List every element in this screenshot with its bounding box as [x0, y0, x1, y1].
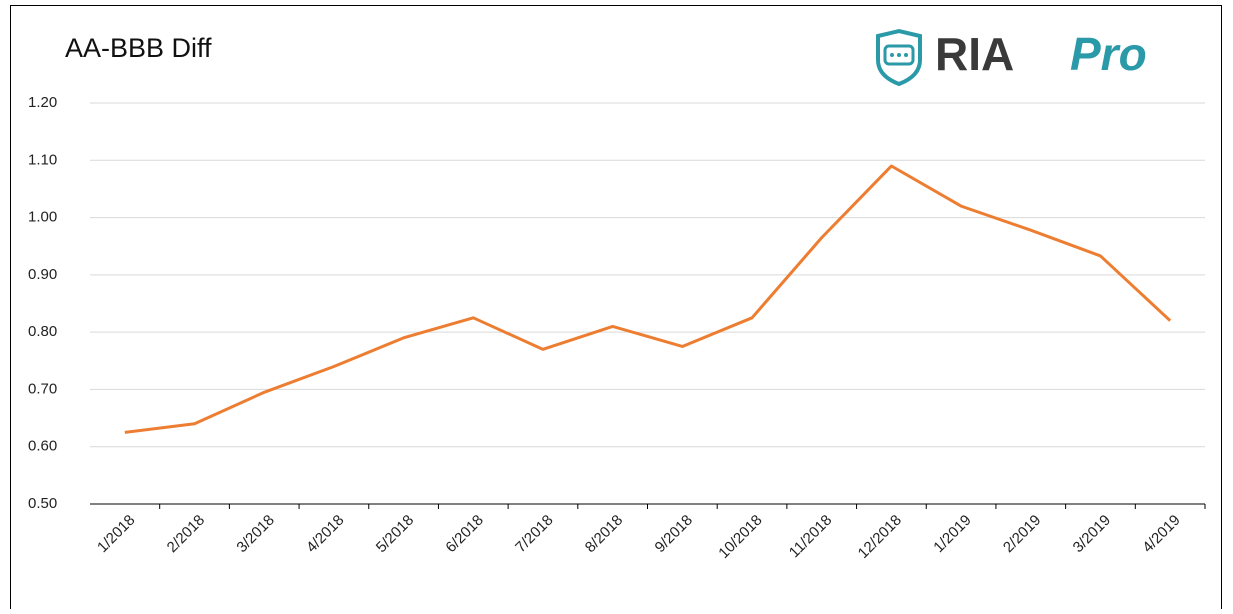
logo-dot: [890, 53, 894, 57]
logo-accent: Pro: [1070, 28, 1147, 80]
y-tick-label: 0.80: [28, 323, 57, 340]
chart-border: [10, 5, 1222, 614]
y-tick-label: 0.60: [28, 438, 57, 455]
y-tick-label: 0.90: [28, 266, 57, 283]
logo-bubble: [883, 44, 915, 66]
logo-text: RIA: [935, 28, 1014, 80]
logo-shield: [876, 28, 922, 87]
chart-title: AA-BBB Diff: [65, 33, 212, 63]
logo-dot: [897, 53, 901, 57]
y-tick-label: 0.70: [28, 380, 57, 397]
y-tick-label: 1.00: [28, 209, 57, 226]
y-tick-label: 1.20: [28, 94, 57, 111]
data-line: [124, 164, 1172, 434]
y-tick-label: 1.10: [28, 151, 57, 168]
logo: RIA Pro: [876, 28, 1147, 87]
y-tick-label: 0.50: [28, 495, 57, 512]
logo-dot: [904, 53, 908, 57]
